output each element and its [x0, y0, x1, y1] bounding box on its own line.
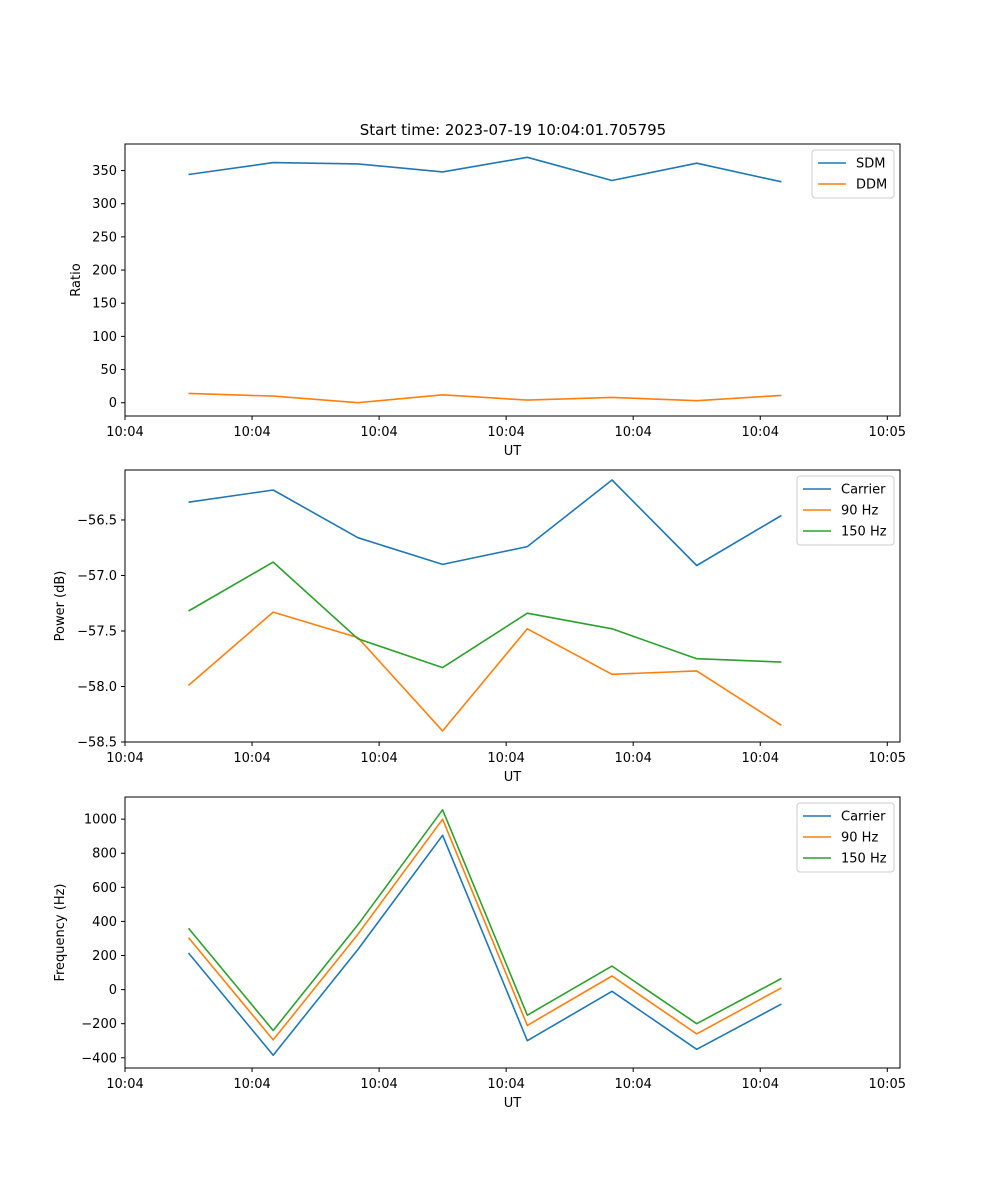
series-line-carrier [188, 479, 782, 567]
x-tick-label: 10:04 [614, 425, 651, 440]
legend-label: Carrier [841, 483, 886, 498]
plots-group: 10:04 10:04 10:04 10:04 10:04 10:04 10:05 0 50 10… [53, 143, 906, 1111]
y-tick-label: 200 [92, 949, 117, 964]
x-tick-label: 10:05 [869, 1077, 906, 1092]
x-tick-label: 10:04 [360, 1077, 397, 1092]
y-tick-label: 400 [92, 915, 117, 930]
y-tick-label: 350 [92, 164, 117, 179]
y-tick-label: −400 [81, 1051, 117, 1066]
x-tick-label: 10:04 [487, 751, 524, 766]
series-line-sdm [188, 156, 782, 183]
series-line-150-hz [187, 808, 782, 1032]
legend: Carrier 90 Hz 150 Hz [796, 475, 895, 546]
x-tick-label: 10:04 [487, 425, 524, 440]
y-axis-label: Frequency (Hz) [53, 883, 68, 981]
x-tick-label: 10:04 [106, 1077, 143, 1092]
y-axis-label: Ratio [69, 263, 84, 296]
x-tick-label: 10:04 [614, 751, 651, 766]
y-tick-label: −200 [81, 1017, 117, 1032]
y-tick-label: 0 [109, 983, 117, 998]
plot-frame [124, 796, 901, 1069]
y-tick-label: −58.0 [77, 680, 117, 695]
y-tick-label: 1000 [84, 813, 117, 828]
x-axis-label: UT [504, 444, 522, 459]
x-tick-label: 10:04 [233, 751, 270, 766]
series-line-ddm [188, 392, 782, 404]
y-tick-label: 250 [92, 230, 117, 245]
x-tick-label: 10:04 [487, 1077, 524, 1092]
y-tick-label: −57.0 [77, 569, 117, 584]
series-line-90-hz [187, 611, 782, 732]
series-line-150-hz [188, 561, 782, 669]
x-tick-label: 10:04 [614, 1077, 651, 1092]
y-tick-label: 200 [92, 264, 117, 279]
plot-frame [124, 469, 901, 743]
y-axis-label: Power (dB) [53, 571, 68, 642]
y-tick-label: 300 [92, 197, 117, 212]
x-tick-label: 10:04 [233, 1077, 270, 1092]
series-line-carrier [187, 834, 782, 1056]
legend-label: Carrier [841, 810, 886, 825]
y-tick-label: 600 [92, 881, 117, 896]
legend-label: DDM [856, 178, 887, 193]
legend-box [796, 475, 895, 546]
chart-2: 10:04 10:04 10:04 10:04 10:04 10:04 10:05 −56.5… [53, 469, 906, 785]
chart-1: 10:04 10:04 10:04 10:04 10:04 10:04 10:05 0 50 10… [69, 143, 906, 459]
x-tick-label: 10:04 [742, 751, 779, 766]
legend-label: 90 Hz [841, 831, 878, 846]
x-tick-label: 10:04 [742, 1077, 779, 1092]
y-tick-label: 100 [92, 330, 117, 345]
legend: SDM DDM [811, 149, 895, 199]
y-tick-label: −58.5 [77, 736, 117, 751]
legend-label: 150 Hz [841, 525, 887, 540]
y-tick-label: 0 [109, 396, 117, 411]
y-tick-label: −56.5 [77, 513, 117, 528]
legend-label: SDM [856, 157, 885, 172]
legend-label: 150 Hz [841, 852, 887, 867]
x-tick-label: 10:04 [233, 425, 270, 440]
legend-label: 90 Hz [841, 504, 878, 519]
x-axis-label: UT [504, 770, 522, 785]
y-tick-label: 50 [100, 363, 117, 378]
y-tick-label: 150 [92, 297, 117, 312]
legend-box [811, 149, 895, 199]
x-tick-label: 10:04 [106, 751, 143, 766]
x-axis-label: UT [504, 1096, 522, 1111]
legend-box [796, 802, 895, 873]
chart-3: 10:04 10:04 10:04 10:04 10:04 10:04 10:05 −400 −… [53, 796, 906, 1111]
x-tick-label: 10:04 [742, 425, 779, 440]
figure-title: Start time: 2023-07-19 10:04:01.705795 [360, 121, 666, 139]
series-line-90-hz [187, 818, 782, 1041]
x-tick-label: 10:05 [869, 425, 906, 440]
y-tick-label: 800 [92, 847, 117, 862]
x-tick-label: 10:04 [360, 751, 397, 766]
x-tick-label: 10:04 [106, 425, 143, 440]
x-tick-label: 10:05 [869, 751, 906, 766]
y-tick-label: −57.5 [77, 624, 117, 639]
plot-frame [124, 143, 901, 417]
x-tick-label: 10:04 [360, 425, 397, 440]
legend: Carrier 90 Hz 150 Hz [796, 802, 895, 873]
